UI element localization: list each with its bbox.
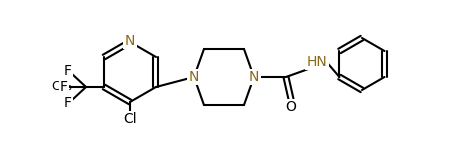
Text: N: N bbox=[189, 70, 199, 84]
Text: F: F bbox=[64, 96, 72, 110]
Text: HN: HN bbox=[306, 55, 328, 69]
Text: O: O bbox=[286, 100, 297, 114]
Text: N: N bbox=[249, 70, 259, 84]
Text: F: F bbox=[60, 80, 68, 94]
Text: Cl: Cl bbox=[123, 112, 137, 126]
Text: F: F bbox=[64, 64, 72, 78]
Text: CF₃: CF₃ bbox=[51, 81, 72, 93]
Text: N: N bbox=[125, 34, 135, 48]
